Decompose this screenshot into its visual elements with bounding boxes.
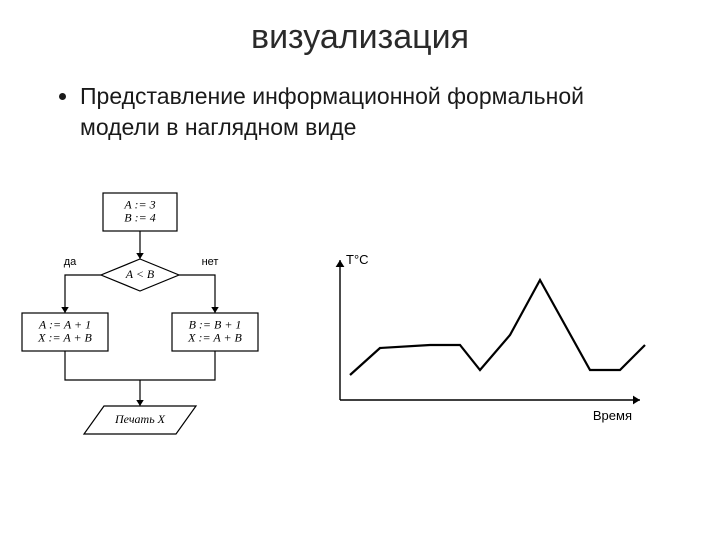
svg-text:X := A + B: X := A + B [37, 330, 92, 344]
svg-text:Печать X: Печать X [114, 412, 166, 426]
flowchart-node-print: Печать X [84, 406, 196, 434]
linechart-series [350, 280, 645, 375]
page-title: визуализация [0, 0, 720, 57]
svg-text:A := A + 1: A := A + 1 [38, 317, 91, 331]
svg-text:A < B: A < B [125, 267, 155, 281]
description-bullet: Представление информационной формальной … [80, 81, 670, 143]
linechart-xlabel: Время [593, 408, 632, 423]
flowchart-label-no: нет [202, 256, 219, 268]
linechart-svg: T°C Время [300, 240, 670, 440]
svg-text:X := A + B: X := A + B [187, 330, 242, 344]
description-block: Представление информационной формальной … [60, 81, 670, 143]
figures-area: A := 3B := 4A < BA := A + 1X := A + BB :… [0, 180, 720, 510]
flowchart-node-right: B := B + 1X := A + B [172, 313, 258, 351]
linechart-figure: T°C Время [300, 240, 670, 440]
flowchart-node-cond: A < B [101, 259, 179, 291]
flowchart-label-yes: да [64, 256, 77, 268]
svg-text:A := 3: A := 3 [123, 197, 155, 211]
flowchart-figure: A := 3B := 4A < BA := A + 1X := A + BB :… [10, 180, 270, 480]
svg-text:B := B + 1: B := B + 1 [189, 317, 242, 331]
flowchart-svg: A := 3B := 4A < BA := A + 1X := A + BB :… [10, 180, 270, 480]
flowchart-node-init: A := 3B := 4 [103, 193, 177, 231]
flowchart-node-left: A := A + 1X := A + B [22, 313, 108, 351]
svg-text:B := 4: B := 4 [124, 210, 155, 224]
linechart-ylabel: T°C [346, 252, 369, 267]
